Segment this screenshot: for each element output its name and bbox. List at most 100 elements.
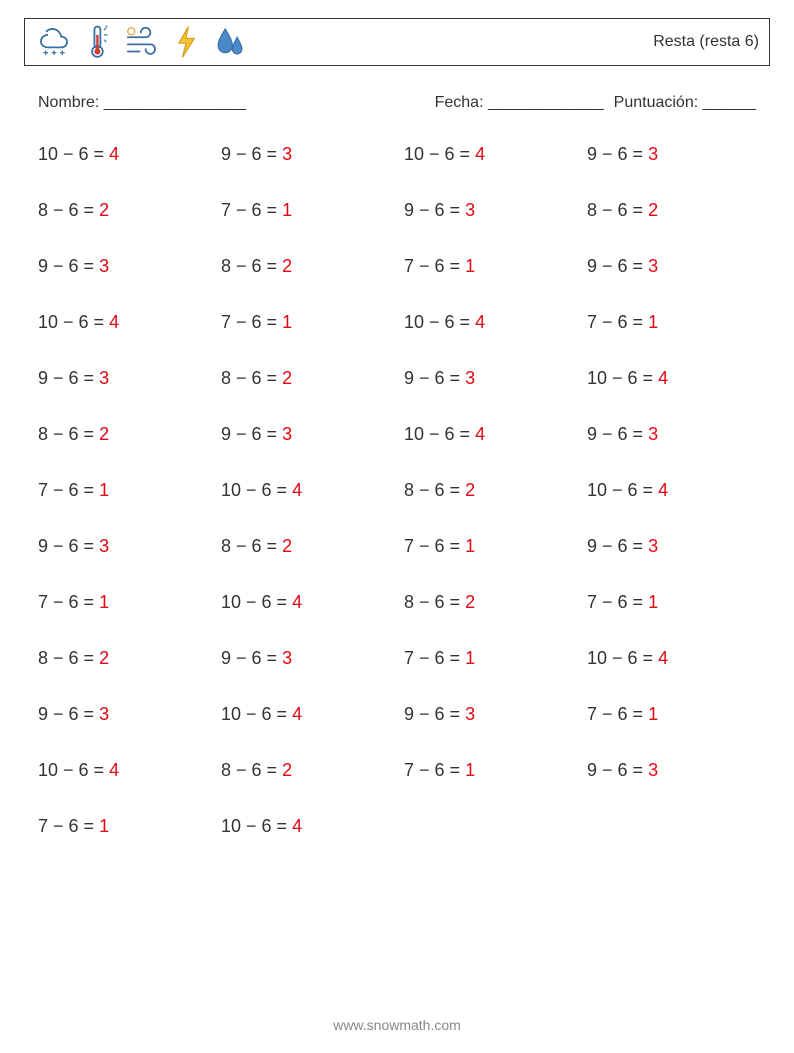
problem-answer: 1 — [648, 312, 658, 333]
problem-expression: 10 − 6 = — [404, 424, 475, 445]
problem-cell: 7 − 6 = 1 — [38, 574, 221, 630]
worksheet-page: * Resta (resta 6) Nombre: ______________… — [0, 0, 794, 1053]
problem-cell: 7 − 6 = 1 — [404, 238, 587, 294]
problem-answer: 4 — [658, 648, 668, 669]
problem-cell: 8 − 6 = 2 — [38, 182, 221, 238]
worksheet-title: Resta (resta 6) — [653, 33, 759, 51]
problem-cell: 7 − 6 = 1 — [587, 294, 770, 350]
problem-expression: 10 − 6 = — [587, 480, 658, 501]
problem-cell: 9 − 6 = 3 — [38, 350, 221, 406]
problem-cell: 7 − 6 = 1 — [221, 182, 404, 238]
problem-answer: 3 — [648, 536, 658, 557]
problem-answer: 4 — [475, 144, 485, 165]
problem-cell: 8 − 6 = 2 — [404, 574, 587, 630]
problem-cell: 7 − 6 = 1 — [38, 462, 221, 518]
problem-expression: 9 − 6 = — [404, 704, 465, 725]
problem-answer: 2 — [282, 368, 292, 389]
problem-expression: 10 − 6 = — [587, 368, 658, 389]
problem-expression: 8 − 6 = — [404, 592, 465, 613]
problem-expression: 9 − 6 = — [404, 368, 465, 389]
problem-cell: 9 − 6 = 3 — [404, 182, 587, 238]
problem-answer: 4 — [292, 816, 302, 837]
problem-answer: 3 — [99, 536, 109, 557]
problem-answer: 1 — [99, 592, 109, 613]
problem-cell: 7 − 6 = 1 — [38, 798, 221, 854]
problem-expression: 8 − 6 = — [404, 480, 465, 501]
problem-cell: 9 − 6 = 3 — [587, 742, 770, 798]
problem-expression: 10 − 6 = — [38, 760, 109, 781]
score-field: Puntuación: ______ — [614, 94, 756, 112]
problem-answer: 3 — [465, 200, 475, 221]
problem-cell: 10 − 6 = 4 — [404, 406, 587, 462]
problem-cell: 7 − 6 = 1 — [587, 686, 770, 742]
problem-answer: 2 — [648, 200, 658, 221]
water-drops-icon — [211, 23, 249, 61]
problem-cell: 8 − 6 = 2 — [38, 406, 221, 462]
problem-expression: 9 − 6 = — [38, 536, 99, 557]
problem-cell: 9 − 6 = 3 — [404, 686, 587, 742]
problem-answer: 3 — [99, 256, 109, 277]
problem-cell: 8 − 6 = 2 — [221, 350, 404, 406]
problem-cell: 8 − 6 = 2 — [221, 238, 404, 294]
problem-cell: 9 − 6 = 3 — [587, 518, 770, 574]
problem-cell: 7 − 6 = 1 — [587, 574, 770, 630]
problem-expression: 10 − 6 = — [221, 704, 292, 725]
problem-cell: 9 − 6 = 3 — [587, 238, 770, 294]
problem-expression: 9 − 6 = — [587, 424, 648, 445]
problem-cell: 7 − 6 = 1 — [221, 294, 404, 350]
problem-expression: 7 − 6 = — [404, 256, 465, 277]
problem-cell: 9 − 6 = 3 — [38, 518, 221, 574]
problem-answer: 1 — [465, 760, 475, 781]
problem-expression: 7 − 6 = — [404, 536, 465, 557]
problem-expression: 8 − 6 = — [38, 200, 99, 221]
problem-expression: 9 − 6 = — [38, 256, 99, 277]
problem-expression: 8 − 6 = — [587, 200, 648, 221]
problem-cell: 10 − 6 = 4 — [221, 462, 404, 518]
problem-answer: 1 — [648, 592, 658, 613]
problem-expression: 7 − 6 = — [38, 592, 99, 613]
problem-answer: 3 — [465, 704, 475, 725]
problem-cell: 9 − 6 = 3 — [221, 406, 404, 462]
problem-answer: 3 — [648, 760, 658, 781]
problem-answer: 4 — [292, 704, 302, 725]
problem-cell: 9 − 6 = 3 — [38, 686, 221, 742]
problem-expression: 8 − 6 = — [221, 760, 282, 781]
problem-expression: 9 − 6 = — [221, 424, 282, 445]
problem-expression: 7 − 6 = — [404, 760, 465, 781]
problem-answer: 2 — [282, 536, 292, 557]
problem-expression: 8 − 6 = — [38, 648, 99, 669]
problem-cell: 7 − 6 = 1 — [404, 742, 587, 798]
problem-cell: 9 − 6 = 3 — [587, 126, 770, 182]
problem-expression: 7 − 6 = — [38, 480, 99, 501]
problem-answer: 1 — [99, 480, 109, 501]
problem-cell: 9 − 6 = 3 — [221, 126, 404, 182]
problem-answer: 4 — [292, 480, 302, 501]
problem-cell: 8 − 6 = 2 — [38, 630, 221, 686]
problem-cell: 10 − 6 = 4 — [38, 294, 221, 350]
problem-cell: 9 − 6 = 3 — [38, 238, 221, 294]
problem-expression: 8 − 6 = — [221, 256, 282, 277]
problem-answer: 2 — [465, 592, 475, 613]
problem-cell: 10 − 6 = 4 — [38, 742, 221, 798]
problem-cell: 8 − 6 = 2 — [404, 462, 587, 518]
problem-answer: 4 — [658, 368, 668, 389]
info-row: Nombre: ________________ Fecha: ________… — [38, 94, 756, 112]
problem-cell: 9 − 6 = 3 — [587, 406, 770, 462]
problem-answer: 2 — [282, 256, 292, 277]
problem-expression: 10 − 6 = — [38, 144, 109, 165]
problem-expression: 8 − 6 = — [221, 368, 282, 389]
problem-expression: 10 − 6 = — [587, 648, 658, 669]
problem-expression: 9 − 6 = — [587, 536, 648, 557]
problem-answer: 2 — [99, 648, 109, 669]
problem-expression: 8 − 6 = — [38, 424, 99, 445]
problem-answer: 4 — [292, 592, 302, 613]
problem-expression: 9 − 6 = — [38, 704, 99, 725]
problem-answer: 4 — [475, 424, 485, 445]
lightning-icon — [167, 23, 205, 61]
problem-expression: 10 − 6 = — [404, 312, 475, 333]
problem-answer: 1 — [465, 256, 475, 277]
problem-answer: 2 — [282, 760, 292, 781]
problem-expression: 7 − 6 = — [587, 592, 648, 613]
problem-answer: 3 — [648, 424, 658, 445]
problem-expression: 7 − 6 = — [221, 312, 282, 333]
